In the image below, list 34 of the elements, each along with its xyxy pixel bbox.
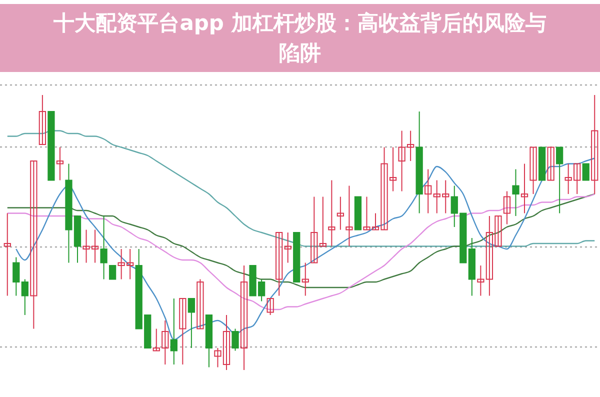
candlestick	[556, 146, 564, 214]
candlestick	[179, 298, 186, 365]
candlestick	[100, 216, 108, 280]
candlestick	[328, 180, 336, 247]
candlestick	[424, 168, 432, 214]
candlestick	[21, 278, 28, 316]
candlestick	[38, 94, 46, 145]
candlestick	[582, 163, 590, 181]
chart-title: 十大配资平台app 加杠杆炒股：高收益背后的风险与陷阱	[52, 11, 546, 65]
candlestick	[240, 265, 248, 370]
candlestick	[336, 196, 344, 230]
candlestick	[503, 190, 511, 225]
candlestick	[302, 262, 309, 296]
candlestick	[108, 265, 116, 280]
candlestick	[319, 196, 326, 247]
candlestick	[520, 163, 528, 214]
candlestick	[512, 168, 520, 216]
candlestick	[310, 196, 318, 264]
candlestick	[477, 265, 484, 296]
candlestick	[284, 232, 292, 264]
candlestick	[276, 232, 283, 296]
candlestick	[232, 328, 239, 352]
candlestick	[30, 160, 38, 330]
candlestick	[591, 94, 598, 194]
candlestick	[266, 298, 274, 316]
candlestick	[188, 298, 196, 348]
candlestick	[547, 146, 554, 181]
candlestick	[4, 212, 11, 296]
candlestick	[530, 146, 537, 194]
candlestick	[56, 146, 64, 181]
candlestick	[196, 278, 204, 330]
candlestick	[170, 298, 178, 365]
candlestick	[12, 256, 20, 296]
candlestick	[346, 185, 353, 247]
